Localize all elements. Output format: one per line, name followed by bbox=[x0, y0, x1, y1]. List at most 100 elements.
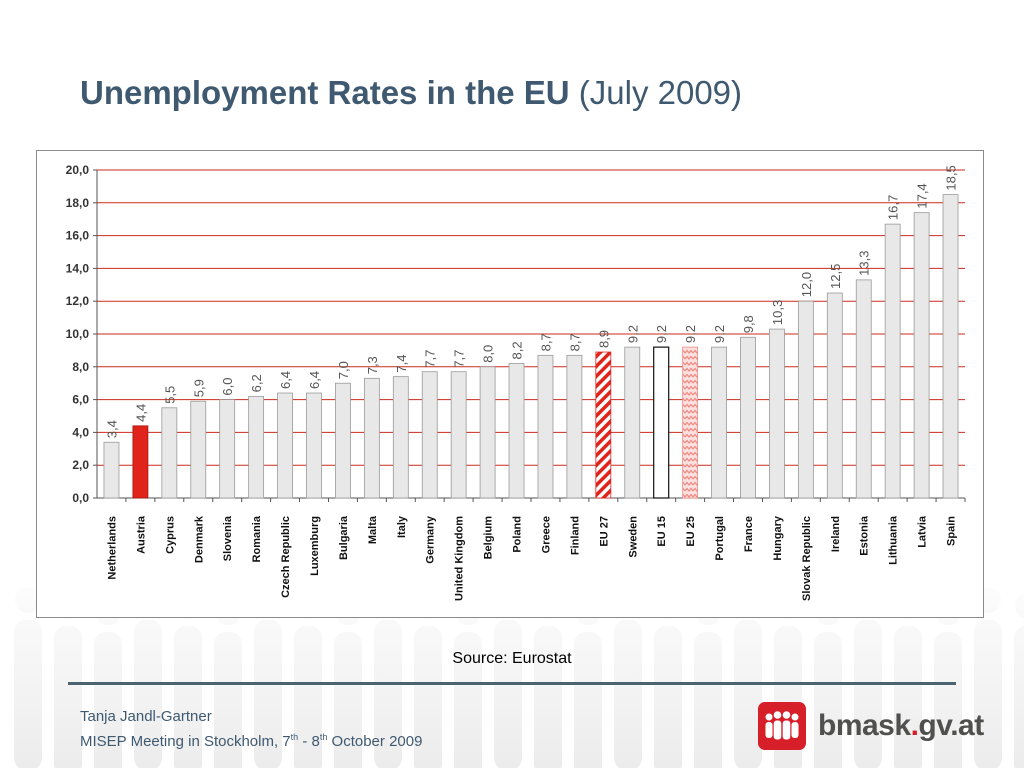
bar-finland bbox=[566, 354, 583, 499]
bar-poland bbox=[508, 363, 525, 499]
value-label: 9,8 bbox=[741, 315, 756, 333]
value-label: 6,0 bbox=[220, 378, 235, 396]
bar-eu-27 bbox=[595, 351, 612, 499]
meeting-text-c: October 2009 bbox=[327, 733, 423, 750]
value-label: 6,4 bbox=[278, 371, 293, 389]
value-label: 8,0 bbox=[481, 345, 496, 363]
bar-lithuania bbox=[884, 223, 901, 499]
category-label: Latvia bbox=[917, 515, 929, 548]
category-label: Hungary bbox=[772, 515, 784, 561]
bar-slovak-republic bbox=[797, 300, 814, 499]
category-label: Slovenia bbox=[222, 515, 234, 561]
category-label: Lithuania bbox=[888, 515, 900, 565]
value-label: 13,3 bbox=[857, 251, 872, 276]
bar-eu-15 bbox=[653, 346, 670, 499]
category-label: Cyprus bbox=[164, 516, 176, 554]
bar-luxemburg bbox=[306, 392, 322, 499]
bar-austria bbox=[132, 425, 149, 499]
value-label: 10,3 bbox=[770, 300, 785, 325]
meeting-text-a: MISEP Meeting in Stockholm, 7 bbox=[80, 733, 291, 750]
value-label: 3,4 bbox=[104, 420, 119, 438]
value-label: 12,0 bbox=[799, 272, 814, 297]
bar-spain bbox=[942, 194, 959, 499]
value-label: 7,4 bbox=[394, 355, 409, 373]
bar-bulgaria bbox=[335, 382, 351, 499]
meeting-sup-1: th bbox=[290, 732, 299, 742]
category-label: Czech Republic bbox=[280, 516, 292, 598]
category-label: Sweden bbox=[627, 516, 639, 558]
value-label: 8,9 bbox=[596, 330, 611, 348]
y-tick-label: 14,0 bbox=[66, 261, 90, 275]
author-block: Tanja Jandl-Gartner MISEP Meeting in Sto… bbox=[80, 706, 422, 752]
bar-eu-25 bbox=[682, 346, 699, 499]
value-label: 7,7 bbox=[452, 350, 467, 368]
y-tick-label: 10,0 bbox=[66, 327, 90, 341]
bar-france bbox=[740, 336, 756, 499]
category-label: EU 15 bbox=[656, 516, 668, 547]
category-label: Romania bbox=[251, 515, 263, 562]
logo-wordmark: bmask.gv.at bbox=[818, 709, 984, 743]
y-tick-label: 2,0 bbox=[72, 458, 89, 472]
y-tick-label: 18,0 bbox=[66, 196, 90, 210]
bar-italy bbox=[392, 376, 409, 499]
value-label: 6,4 bbox=[307, 371, 322, 389]
category-label: EU 27 bbox=[598, 516, 610, 547]
bar-germany bbox=[421, 371, 438, 499]
bar-hungary bbox=[769, 328, 785, 499]
bar-sweden bbox=[624, 346, 641, 499]
value-label: 9,2 bbox=[712, 325, 727, 343]
meeting-info: MISEP Meeting in Stockholm, 7th - 8th Oc… bbox=[80, 727, 422, 752]
value-label: 7,7 bbox=[423, 350, 438, 368]
meeting-sup-2: th bbox=[319, 732, 328, 742]
author-name: Tanja Jandl-Gartner bbox=[80, 708, 212, 725]
logo-name: bmask bbox=[818, 709, 911, 742]
footer-divider bbox=[68, 682, 956, 685]
chart-source: Source: Eurostat bbox=[452, 650, 572, 667]
logo-dot: . bbox=[910, 709, 919, 742]
category-label: Portugal bbox=[714, 516, 726, 561]
chart-frame: 0,0 2,0 4,0 6,0 8,0 10,0 12,0 14,0 16,0 18,0 20,0 … bbox=[36, 150, 984, 618]
category-label: Estonia bbox=[859, 515, 871, 556]
value-label: 7,0 bbox=[336, 361, 351, 379]
value-label: 8,7 bbox=[567, 333, 582, 351]
value-label: 12,5 bbox=[828, 264, 843, 289]
value-label: 5,5 bbox=[162, 386, 177, 404]
value-label: 9,2 bbox=[654, 325, 669, 343]
value-label: 9,2 bbox=[683, 325, 698, 343]
y-tick-label: 0,0 bbox=[72, 491, 89, 505]
bar-slovenia bbox=[219, 399, 236, 499]
bar-cyprus bbox=[161, 407, 178, 499]
category-label: Austria bbox=[135, 515, 147, 554]
value-label: 9,2 bbox=[625, 325, 640, 343]
category-label: United Kingdom bbox=[454, 516, 466, 601]
bar-netherlands bbox=[103, 441, 120, 499]
value-label: 18,5 bbox=[944, 165, 959, 190]
title-main: Unemployment Rates in the EU bbox=[80, 74, 570, 111]
slide-title: Unemployment Rates in the EU (July 2009) bbox=[80, 74, 742, 112]
category-label: Spain bbox=[946, 516, 958, 546]
unemployment-bar-chart: 0,02,04,06,08,010,012,014,016,018,020,0 … bbox=[66, 163, 966, 601]
bar-malta bbox=[363, 377, 380, 499]
category-label: Greece bbox=[540, 516, 552, 553]
y-tick-label: 12,0 bbox=[66, 294, 90, 308]
title-subtitle: (July 2009) bbox=[578, 74, 743, 111]
people-logo-icon bbox=[758, 702, 806, 750]
bar-ireland bbox=[826, 292, 843, 499]
y-tick-label: 6,0 bbox=[72, 393, 89, 407]
bar-romania bbox=[248, 395, 265, 499]
bar-portugal bbox=[711, 346, 727, 499]
value-label: 6,2 bbox=[249, 374, 264, 392]
y-tick-label: 8,0 bbox=[72, 360, 89, 374]
bmask-logo: bmask.gv.at bbox=[758, 702, 984, 750]
value-label: 8,7 bbox=[538, 333, 553, 351]
value-label: 4,4 bbox=[133, 404, 148, 422]
y-tick-label: 16,0 bbox=[66, 229, 90, 243]
bar-estonia bbox=[855, 279, 872, 499]
category-label: Finland bbox=[569, 516, 581, 555]
category-label: Malta bbox=[367, 515, 379, 544]
bar-latvia bbox=[913, 212, 930, 499]
bar-belgium bbox=[479, 366, 496, 499]
category-label: Bulgaria bbox=[338, 515, 350, 560]
meeting-text-b: - 8 bbox=[298, 733, 320, 750]
category-label: Italy bbox=[396, 515, 408, 538]
